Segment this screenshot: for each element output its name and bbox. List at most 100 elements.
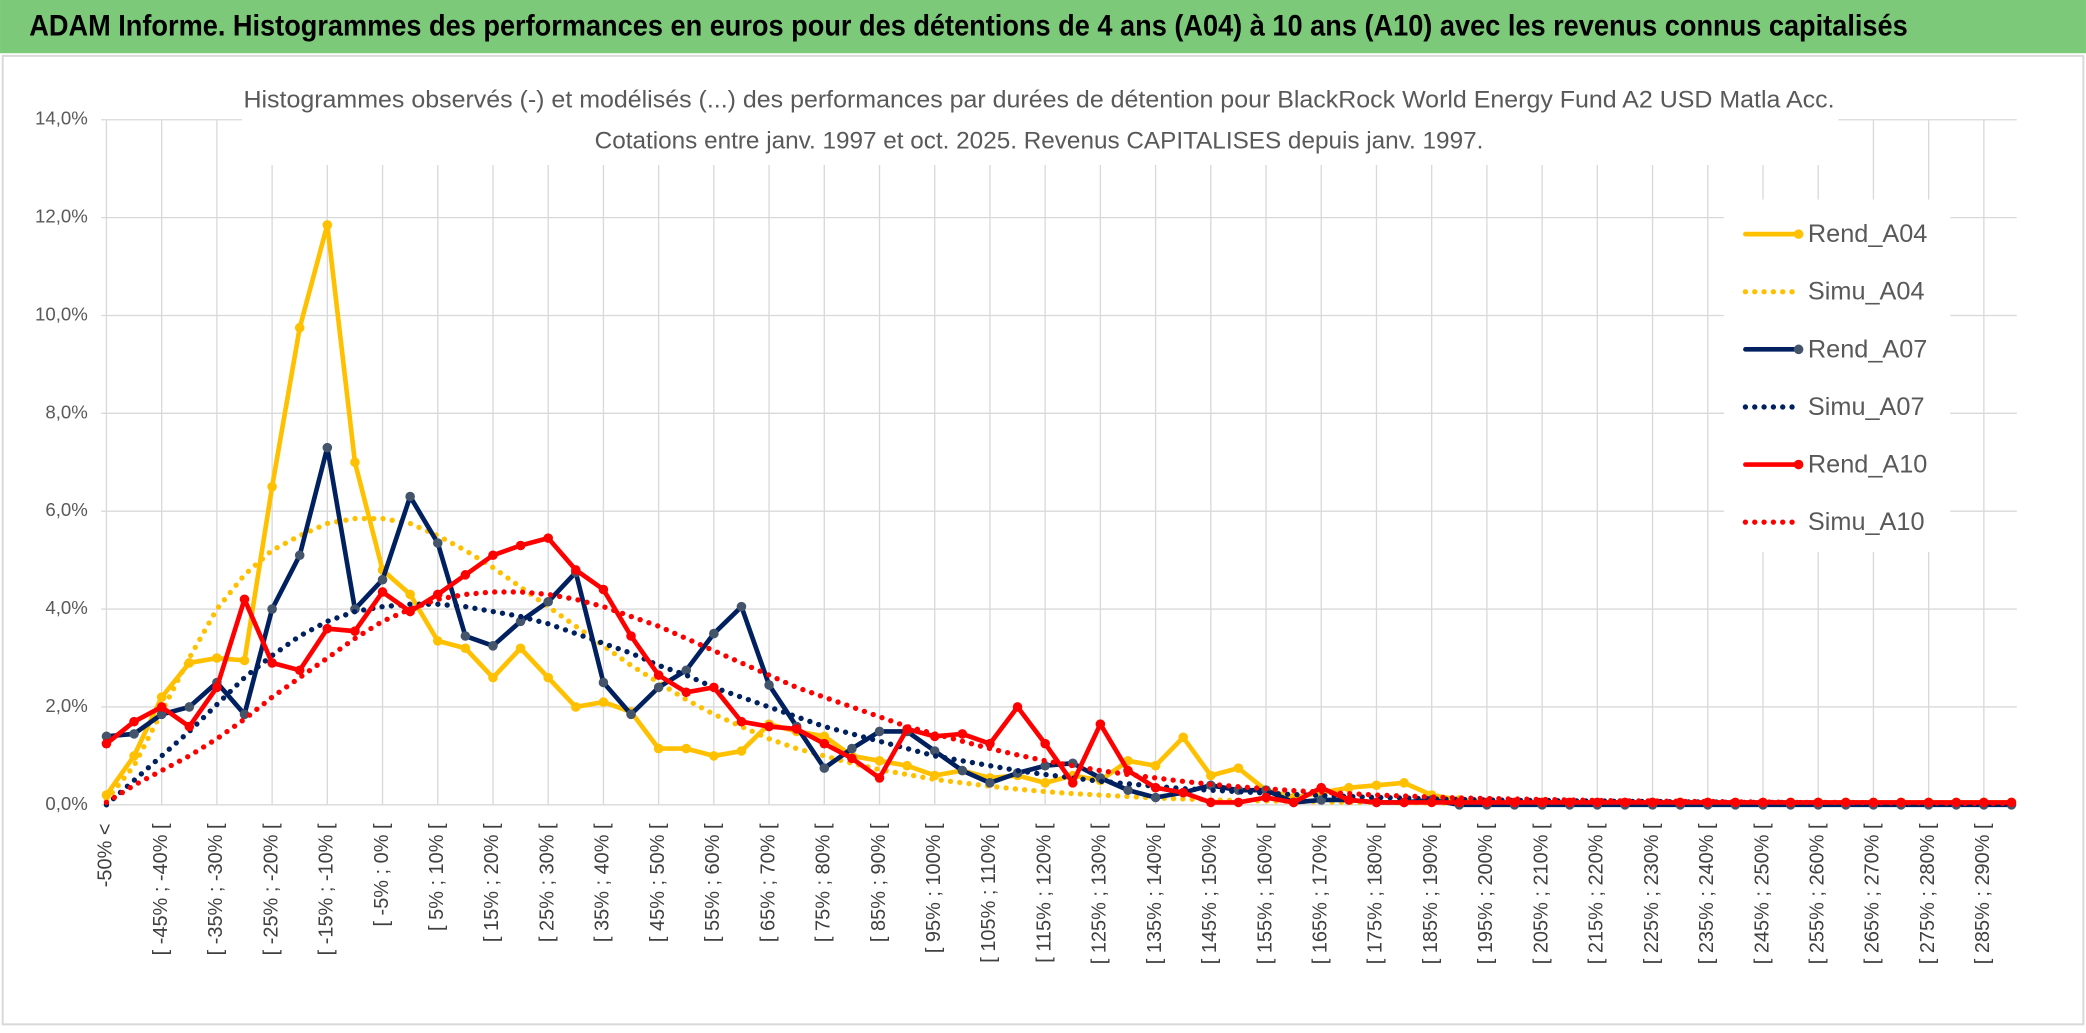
data-point — [156, 702, 167, 712]
x-tick-label: [ 285% ; 290% [ — [1972, 823, 1994, 964]
data-point — [736, 746, 747, 756]
x-tick-label: [ 195% ; 200% [ — [1475, 823, 1497, 964]
chart-subtitle: Cotations entre janv. 1997 et oct. 2025.… — [595, 128, 1484, 155]
data-point — [543, 672, 553, 683]
x-tick-label: [ 245% ; 250% [ — [1751, 823, 1773, 964]
data-point — [985, 738, 995, 749]
x-tick-label: [ 135% ; 140% [ — [1144, 823, 1166, 964]
y-tick-label: 14,0% — [35, 108, 88, 129]
x-tick-label: [ 65% ; 70% [ — [757, 823, 779, 942]
data-point — [239, 709, 250, 720]
data-point — [1095, 719, 1106, 729]
x-tick-label: [ 15% ; 20% [ — [481, 823, 503, 942]
data-point — [267, 658, 277, 668]
data-point — [294, 322, 305, 333]
data-point — [377, 574, 388, 585]
data-point — [515, 540, 526, 551]
data-point — [1344, 795, 1354, 805]
x-tick-label: [ 145% ; 150% [ — [1199, 823, 1221, 964]
legend-label: Rend_A04 — [1808, 220, 1927, 248]
data-point — [515, 616, 526, 627]
x-tick-label: [ 105% ; 110% [ — [978, 823, 1000, 963]
data-point — [101, 738, 112, 749]
data-point — [239, 594, 250, 605]
y-tick-label: 4,0% — [45, 597, 87, 618]
data-point — [1178, 732, 1188, 743]
header-bar — [0, 0, 2086, 54]
data-point — [322, 220, 333, 230]
x-tick-label: [ 125% ; 130% [ — [1089, 823, 1111, 964]
data-point — [101, 731, 112, 742]
data-point — [1040, 738, 1050, 749]
y-tick-label: 8,0% — [45, 401, 87, 422]
data-point — [239, 655, 250, 666]
x-tick-label: [ 45% ; 50% [ — [647, 823, 669, 942]
x-tick-label: [ 275% ; 280% [ — [1917, 823, 1939, 964]
data-point — [322, 442, 333, 453]
grid: 0,0% 2,0% 4,0% 6,0% 8,0% 10,0% 12,0% 14,0% -50% … — [35, 108, 2017, 964]
data-point — [1261, 792, 1271, 803]
data-point — [598, 584, 609, 595]
data-point — [1399, 797, 1409, 808]
x-tick-label: -50% < — [95, 823, 117, 887]
x-tick-label: [ 55% ; 60% [ — [702, 823, 724, 942]
x-tick-label: [ -25% ; -20% [ — [260, 823, 282, 955]
data-point — [212, 653, 222, 663]
data-point — [957, 765, 968, 776]
data-point — [1178, 787, 1188, 798]
legend: Rend_A04 Simu_A04 Rend_A07 Simu_A07 Rend_A10… — [1724, 199, 1951, 553]
data-point — [874, 726, 885, 737]
data-point — [1288, 797, 1299, 808]
data-point — [681, 665, 692, 676]
data-point — [764, 680, 774, 690]
legend-marker — [1793, 344, 1804, 355]
data-point — [350, 457, 360, 468]
legend-marker — [1793, 459, 1804, 470]
data-point — [598, 677, 609, 688]
data-point — [294, 550, 305, 561]
data-point — [681, 687, 692, 698]
data-point — [571, 565, 581, 575]
data-point — [709, 628, 719, 639]
data-point — [488, 641, 498, 651]
legend-label: Simu_A04 — [1808, 278, 1925, 306]
data-point — [267, 604, 277, 614]
data-point — [1040, 778, 1050, 788]
data-point — [543, 596, 553, 607]
data-point — [929, 746, 940, 756]
x-tick-label: [ 175% ; 180% [ — [1365, 823, 1387, 964]
data-point — [405, 491, 415, 502]
x-tick-label: [ 205% ; 210% [ — [1530, 823, 1552, 964]
x-tick-label: [ 185% ; 190% [ — [1420, 823, 1442, 964]
x-tick-label: [ 75% ; 80% [ — [813, 823, 835, 942]
x-tick-label: [ 85% ; 90% [ — [868, 823, 890, 942]
data-point — [847, 743, 857, 754]
data-point — [1233, 763, 1244, 773]
x-tick-label: [ -35% ; -30% [ — [205, 823, 227, 955]
x-tick-label: [ 255% ; 260% [ — [1806, 823, 1828, 964]
data-point — [709, 751, 719, 761]
data-point — [1206, 770, 1216, 781]
data-point — [681, 743, 692, 754]
data-point — [322, 623, 333, 634]
data-point — [377, 587, 388, 597]
y-tick-label: 12,0% — [35, 206, 88, 227]
data-point — [156, 692, 167, 702]
legend-label: Simu_A10 — [1808, 508, 1925, 536]
data-point — [267, 481, 277, 492]
data-point — [1012, 702, 1023, 712]
data-point — [460, 631, 471, 641]
data-point — [1371, 797, 1382, 808]
data-point — [1426, 797, 1437, 808]
data-point — [488, 550, 498, 561]
data-point — [1067, 778, 1078, 788]
x-tick-label: [ 95% ; 100% [ — [923, 823, 945, 953]
data-point — [488, 672, 498, 683]
x-tick-label: [ 215% ; 220% [ — [1586, 823, 1608, 964]
model-line — [103, 589, 2015, 807]
title-background — [242, 79, 1839, 165]
data-point — [1150, 792, 1161, 803]
data-point — [819, 731, 830, 742]
